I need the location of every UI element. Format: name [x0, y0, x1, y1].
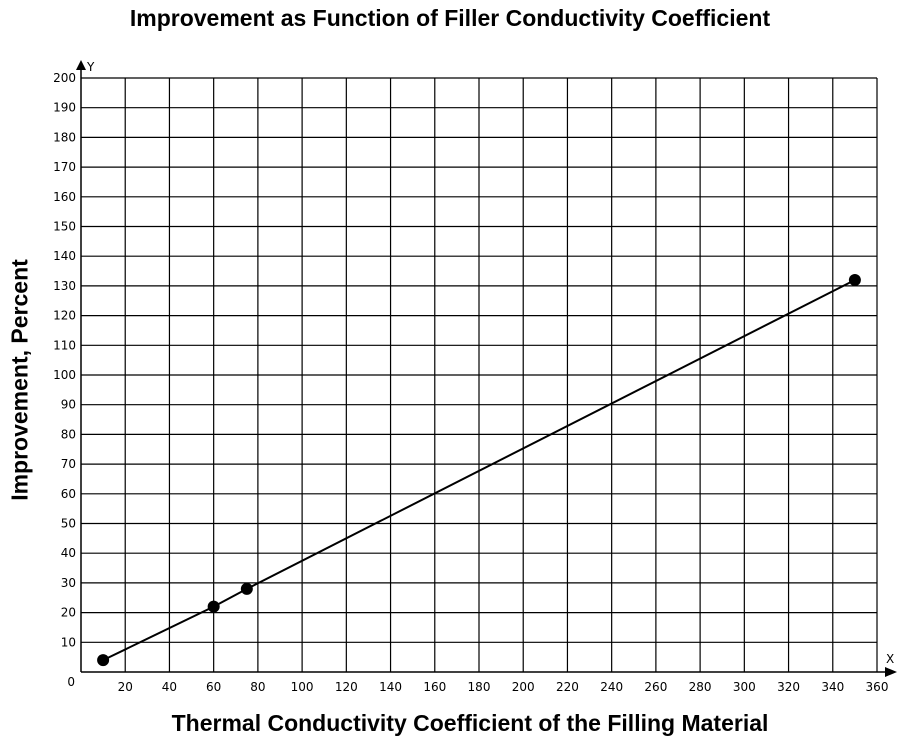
origin-label: 0	[67, 675, 75, 689]
x-tick-label: 320	[777, 680, 800, 694]
x-tick-label: 60	[206, 680, 221, 694]
y-tick-label: 90	[61, 398, 76, 412]
x-axis-title: Thermal Conductivity Coefficient of the …	[171, 710, 769, 736]
chart-title: Improvement as Function of Filler Conduc…	[129, 5, 771, 31]
x-tick-label: 220	[556, 680, 579, 694]
y-tick-label: 160	[53, 190, 76, 204]
y-tick-label: 10	[61, 635, 76, 649]
data-point	[848, 273, 861, 286]
x-tick-label: 200	[512, 680, 535, 694]
y-tick-label: 40	[61, 546, 76, 560]
y-tick-label: 130	[53, 279, 76, 293]
y-tick-label: 30	[61, 576, 76, 590]
x-tick-label: 20	[118, 680, 133, 694]
grid	[81, 77, 878, 672]
y-tick-label: 120	[53, 309, 76, 323]
y-tick-label: 70	[61, 457, 76, 471]
x-tick-label: 180	[468, 680, 491, 694]
x-tick-label: 40	[162, 680, 177, 694]
x-tick-label: 260	[644, 680, 667, 694]
y-axis-title: Improvement, Percent	[6, 259, 33, 501]
y-tick-label: 100	[53, 368, 76, 382]
data-point	[97, 654, 110, 667]
x-tick-label: 80	[250, 680, 265, 694]
series-line	[102, 279, 856, 662]
x-tick-label: 120	[335, 680, 358, 694]
x-tick-label: 100	[291, 680, 314, 694]
x-axis-arrow	[885, 667, 897, 677]
y-tick-label: 200	[53, 71, 76, 85]
tick-labels: 20 40 60 80 100 120 140 160 180 200 220 240 260 280 30…	[53, 71, 888, 694]
x-tick-label: 360	[866, 680, 889, 694]
y-axis-letter: Y	[86, 60, 95, 74]
x-tick-label: 240	[600, 680, 623, 694]
y-tick-label: 180	[53, 130, 76, 144]
y-tick-label: 170	[53, 160, 76, 174]
x-axis-letter: X	[886, 652, 894, 666]
x-tick-label: 160	[423, 680, 446, 694]
y-tick-label: 20	[61, 606, 76, 620]
y-tick-label: 60	[61, 487, 76, 501]
x-tick-label: 340	[821, 680, 844, 694]
data-point	[240, 582, 253, 595]
y-tick-label: 140	[53, 249, 76, 263]
y-tick-label: 50	[61, 517, 76, 531]
series	[97, 273, 861, 667]
y-tick-label: 190	[53, 101, 76, 115]
y-tick-label: 110	[53, 338, 76, 352]
axes: Y X 0	[67, 60, 897, 689]
y-tick-label: 150	[53, 220, 76, 234]
y-axis-arrow	[76, 60, 86, 70]
data-point	[207, 600, 220, 613]
x-tick-label: 140	[379, 680, 402, 694]
x-tick-label: 300	[733, 680, 756, 694]
y-tick-label: 80	[61, 427, 76, 441]
x-tick-label: 280	[689, 680, 712, 694]
